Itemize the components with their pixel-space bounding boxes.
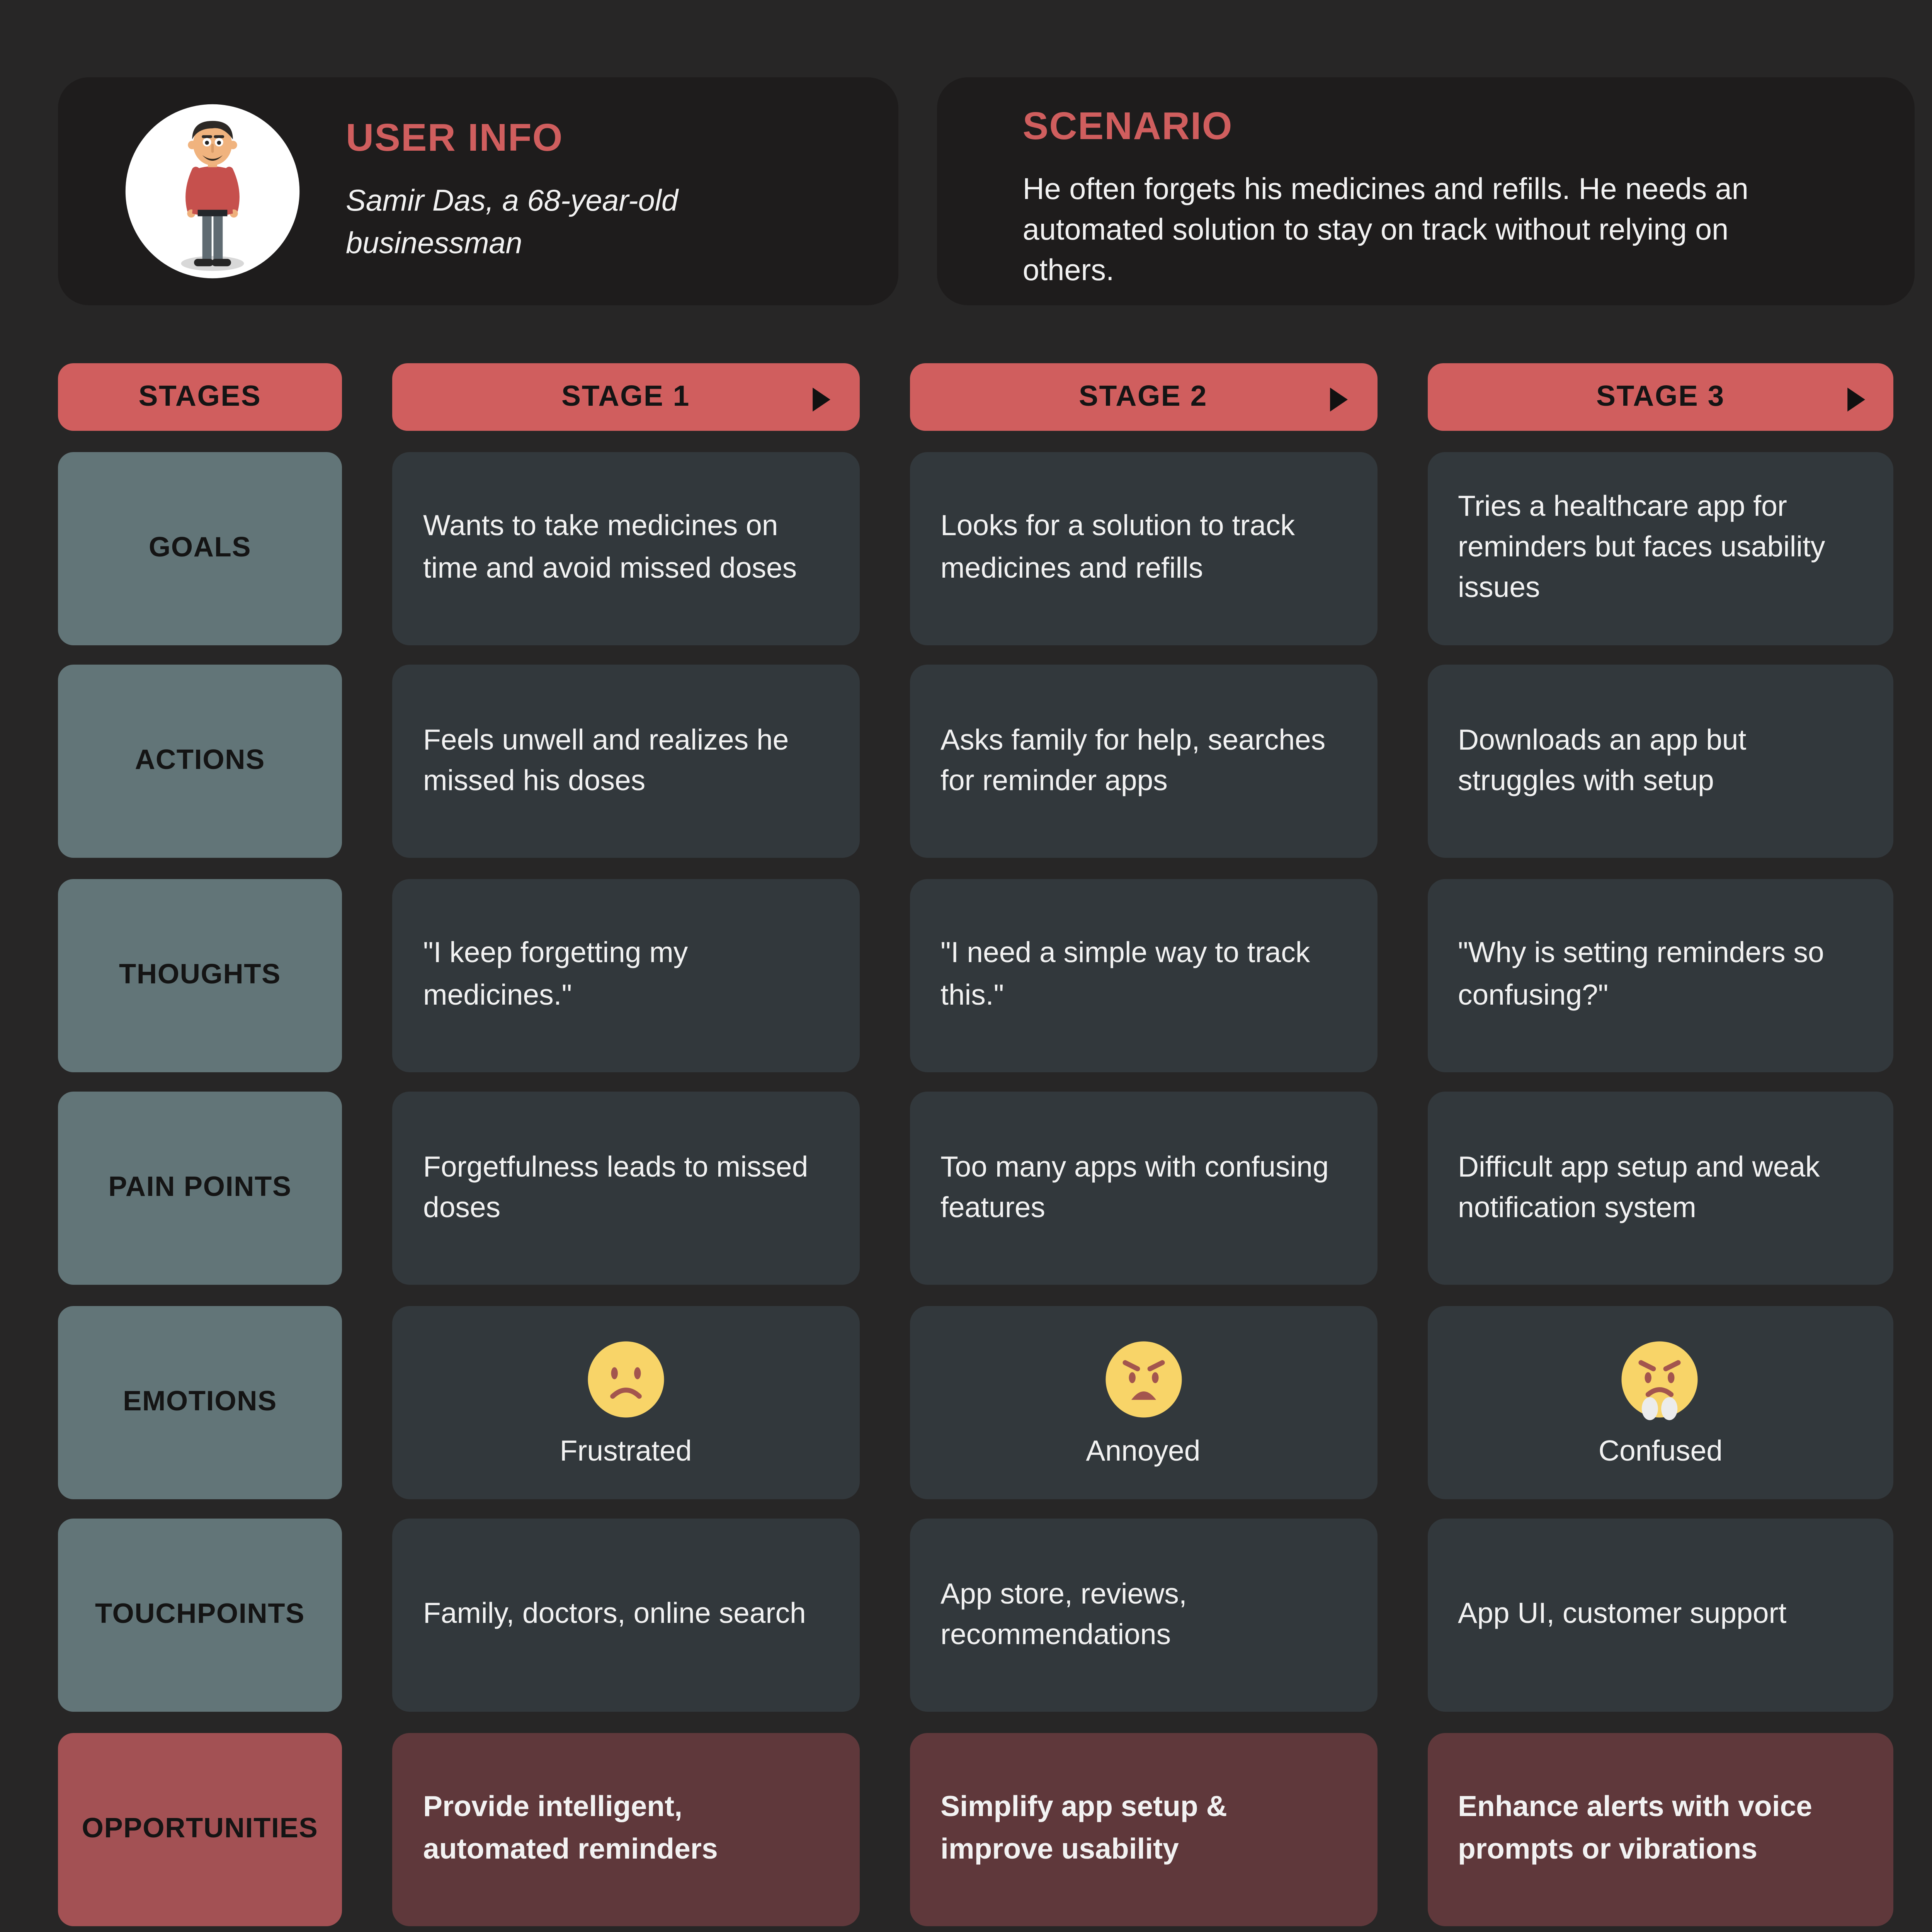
stage-1-header[interactable]: STAGE 1 ▶ — [392, 363, 859, 431]
user-info-text: USER INFO Samir Das, a 68-year-old busin… — [346, 119, 713, 264]
user-info-card: USER INFO Samir Das, a 68-year-old busin… — [58, 77, 899, 305]
scenario-title: SCENARIO — [1022, 106, 1233, 149]
journey-table: STAGES STAGE 1 ▶ STAGE 2 ▶ STAGE 3 ▶ STAGE … — [58, 363, 1932, 1925]
cell-text: "Why is setting reminders so confusing?" — [1458, 937, 1824, 1012]
angry-emoji-icon — [1105, 1340, 1181, 1417]
thoughts-stage-3-cell: "Why is setting reminders so confusing?" — [1427, 878, 1894, 1071]
cell-text: Forgetfulness leads to missed doses — [423, 1151, 808, 1225]
actions-stage-2-cell: Asks family for help, searches for remin… — [909, 665, 1377, 858]
goals-stage-2-cell: Looks for a solution to track medicines … — [909, 451, 1377, 645]
scenario-text: He often forgets his medicines and refil… — [1022, 174, 1748, 288]
row-label-goals: GOALS — [58, 451, 342, 645]
row-label-opportunities: OPPORTUNITIES — [58, 1732, 342, 1925]
persona-avatar — [125, 104, 300, 279]
cell-text: "I keep forgetting my medicines." — [423, 937, 688, 1012]
play-arrow-icon: ▶ — [813, 383, 830, 414]
cell-text: App UI, customer support — [1458, 1598, 1787, 1631]
play-arrow-icon: ▶ — [1330, 383, 1348, 414]
cell-text: Enhance alerts with voice prompts or vib… — [1458, 1791, 1812, 1866]
touchpoints-stage-2-cell: App store, reviews, recommendations — [909, 1519, 1377, 1712]
goals-stage-3-cell: Tries a healthcare app for reminders but… — [1427, 451, 1894, 645]
stages-header: STAGES — [58, 363, 342, 431]
emotion-label: Frustrated — [560, 1434, 692, 1468]
cell-text: App store, reviews, recommendations — [940, 1578, 1187, 1652]
play-arrow-icon: ▶ — [1848, 383, 1865, 414]
stage-3-header[interactable]: STAGE 3 ▶ — [1427, 363, 1894, 431]
pain-points-stage-2-cell: Too many apps with confusing features — [909, 1092, 1377, 1285]
cell-text: Family, doctors, online search — [423, 1598, 806, 1631]
stage-2-label: STAGE 2 — [1079, 381, 1208, 413]
cell-text: Wants to take medicines on time and avoi… — [423, 510, 797, 585]
pain-points-stage-3-cell: Difficult app setup and weak notificatio… — [1427, 1092, 1894, 1285]
opportunities-stage-1-cell: Provide intelligent, automated reminders — [392, 1732, 859, 1925]
actions-stage-3-cell: Downloads an app but struggles with setu… — [1427, 665, 1894, 858]
emotions-stage-2-cell: Annoyed — [909, 1305, 1377, 1498]
thoughts-stage-1-cell: "I keep forgetting my medicines." — [392, 878, 859, 1071]
stage-1-label: STAGE 1 — [561, 381, 690, 413]
top-cards-row: USER INFO Samir Das, a 68-year-old busin… — [0, 0, 1932, 305]
cell-text: Downloads an app but struggles with setu… — [1458, 724, 1747, 798]
thoughts-stage-2-cell: "I need a simple way to track this." — [909, 878, 1377, 1071]
emotions-stage-1-cell: Frustrated — [392, 1305, 859, 1498]
row-label-actions: ACTIONS — [58, 665, 342, 858]
row-label-touchpoints: TOUCHPOINTS — [58, 1519, 342, 1712]
goals-stage-1-cell: Wants to take medicines on time and avoi… — [392, 451, 859, 645]
row-label-thoughts: THOUGHTS — [58, 878, 342, 1071]
emotions-stage-3-cell: Confused — [1427, 1305, 1894, 1498]
actions-stage-1-cell: Feels unwell and realizes he missed his … — [392, 665, 859, 858]
touchpoints-stage-3-cell: App UI, customer support — [1427, 1519, 1894, 1712]
cell-text: Provide intelligent, automated reminders — [423, 1791, 718, 1866]
cell-text: "I need a simple way to track this." — [940, 937, 1310, 1012]
cell-text: Too many apps with confusing features — [940, 1151, 1329, 1225]
cell-text: Tries a healthcare app for reminders but… — [1458, 490, 1825, 605]
cell-text: Simplify app setup & improve usability — [940, 1791, 1227, 1866]
emotion-label: Annoyed — [1086, 1434, 1201, 1468]
cell-text: Difficult app setup and weak notificatio… — [1458, 1151, 1820, 1225]
scenario-card: SCENARIO He often forgets his medicines … — [937, 77, 1914, 305]
opportunities-stage-3-cell: Enhance alerts with voice prompts or vib… — [1427, 1732, 1894, 1925]
row-label-emotions: EMOTIONS — [58, 1305, 342, 1498]
opportunities-stage-2-cell: Simplify app setup & improve usability — [909, 1732, 1377, 1925]
row-label-pain-points: PAIN POINTS — [58, 1092, 342, 1285]
stage-2-header[interactable]: STAGE 2 ▶ — [909, 363, 1377, 431]
steam-from-nose-emoji-icon — [1622, 1340, 1699, 1419]
cell-text: Asks family for help, searches for remin… — [940, 724, 1326, 798]
cell-text: Looks for a solution to track medicines … — [940, 510, 1295, 585]
cell-text: Feels unwell and realizes he missed his … — [423, 724, 789, 798]
touchpoints-stage-1-cell: Family, doctors, online search — [392, 1519, 859, 1712]
user-info-title: USER INFO — [346, 119, 563, 162]
pain-points-stage-1-cell: Forgetfulness leads to missed doses — [392, 1092, 859, 1285]
stage-3-label: STAGE 3 — [1596, 381, 1725, 413]
user-info-description: Samir Das, a 68-year-old businessman — [346, 186, 679, 260]
emotion-label: Confused — [1598, 1434, 1723, 1468]
frustrated-emoji-icon — [587, 1340, 664, 1417]
